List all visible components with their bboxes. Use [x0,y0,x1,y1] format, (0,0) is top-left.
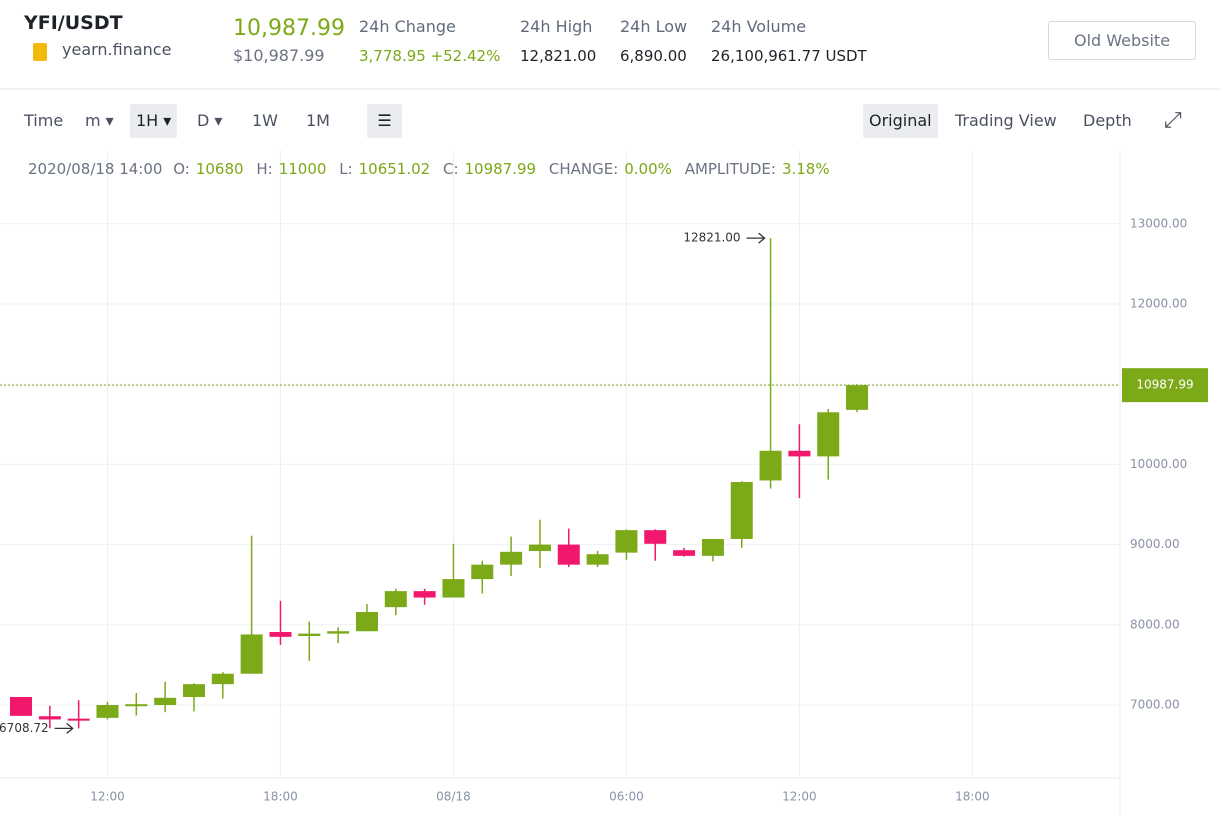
stat-value: 26,100,961.77 USDT [711,47,867,65]
y-tick-label: 10000.00 [1130,457,1187,471]
y-tick-label: 9000.00 [1130,537,1180,551]
old-website-button[interactable]: Old Website [1048,21,1196,60]
interval-label: D [197,111,210,130]
candle-body [67,718,90,721]
candle-body [96,705,119,718]
annotation-arrow-head [66,722,74,734]
candle-body [384,591,407,608]
annotation-label: 12821.00 [683,231,740,245]
candle-body [240,634,263,674]
stat-label: 24h Low [620,17,688,36]
info-label: AMPLITUDE: [684,160,776,178]
candle-body [673,550,696,556]
candle-body [557,544,580,565]
interval-button[interactable]: 1H ▾ [130,104,178,138]
info-line: 2020/08/18 14:00 O: 10680 H: 11000 L: 10651… [28,160,838,178]
candle-body [471,564,494,580]
candle-body [298,633,321,637]
y-tick-label: 12000.00 [1130,296,1187,310]
settings-button[interactable]: ☰ [367,104,402,138]
fullscreen-button[interactable]: ⤢ [1164,108,1182,133]
stat-label: 24h Volume [711,17,807,36]
interval-button[interactable]: 1M [306,111,330,130]
info-label: L: [339,160,353,178]
interval-button[interactable]: m ▾ [85,111,114,130]
interval-button[interactable]: D ▾ [197,111,223,130]
stat-value: 3,778.95 +52.42% [359,47,501,65]
token-name: yearn.finance [62,40,172,59]
x-tick-label: 12:00 [90,790,125,804]
y-tick-label: 13000.00 [1130,216,1187,230]
candle-body [644,530,667,544]
x-tick-label: 18:00 [263,790,298,804]
candle-body [500,551,523,565]
candle-body [730,482,753,539]
info-label: O: [173,160,190,178]
info-date: 2020/08/18 14:00 [28,160,163,178]
candle-body [442,579,465,598]
candle-body [327,631,350,634]
candle-body [788,450,811,457]
info-label: C: [442,160,459,178]
annotation-arrow-head [758,232,766,244]
candle-body [182,684,205,697]
view-button[interactable]: Depth [1083,111,1132,130]
pair: YFI/USDT [24,12,123,34]
candle-body [817,412,840,457]
candle-body [10,696,32,716]
token-icon [33,43,47,61]
x-tick-label: 06:00 [609,790,644,804]
candle-body [355,611,378,632]
y-tick-label: 8000.00 [1130,617,1180,631]
candle-body [269,632,292,637]
view-button[interactable]: Trading View [955,111,1057,130]
candle-body [211,673,234,685]
info-label: CHANGE: [548,160,619,178]
stat-label: 24h High [520,17,593,36]
stat-value: 6,890.00 [620,47,687,65]
candle-body [759,450,782,481]
divider [0,88,1220,90]
price-usd: $10,987.99 [233,46,325,65]
candle-body [154,697,177,706]
annotation-label: 6708.72 [0,721,49,735]
interval-button[interactable]: 1W [252,111,278,130]
candle-body [125,704,148,707]
price: 10,987.99 [233,16,345,41]
candle-body [586,554,609,565]
candle-body [846,385,869,410]
x-tick-label: 18:00 [955,790,990,804]
candle-body [701,538,724,556]
last-price-box [1122,368,1208,403]
candle-body [615,530,638,553]
interval-label: m [85,111,101,130]
info-value: 3.18% [781,160,830,178]
last-price-label: 10987.99 [1136,378,1193,392]
time-label: Time [24,111,64,130]
stat-label: 24h Change [359,17,456,36]
x-tick-label: 08/18 [436,790,471,804]
info-value: 11000 [278,160,327,178]
y-tick-label: 7000.00 [1130,698,1180,712]
x-tick-label: 12:00 [782,790,817,804]
button-label: Old Website [1073,31,1171,50]
candle-body [38,716,61,720]
stat-value: 12,821.00 [520,47,597,65]
interval-label: 1H [136,111,159,130]
info-value: 10680 [195,160,244,178]
view-button[interactable]: Original [863,104,938,138]
info-value: 10651.02 [358,160,431,178]
candle-body [413,591,436,598]
info-value: 0.00% [624,160,672,178]
candle-body [528,544,551,552]
info-value: 10987.99 [464,160,537,178]
info-label: H: [256,160,273,178]
